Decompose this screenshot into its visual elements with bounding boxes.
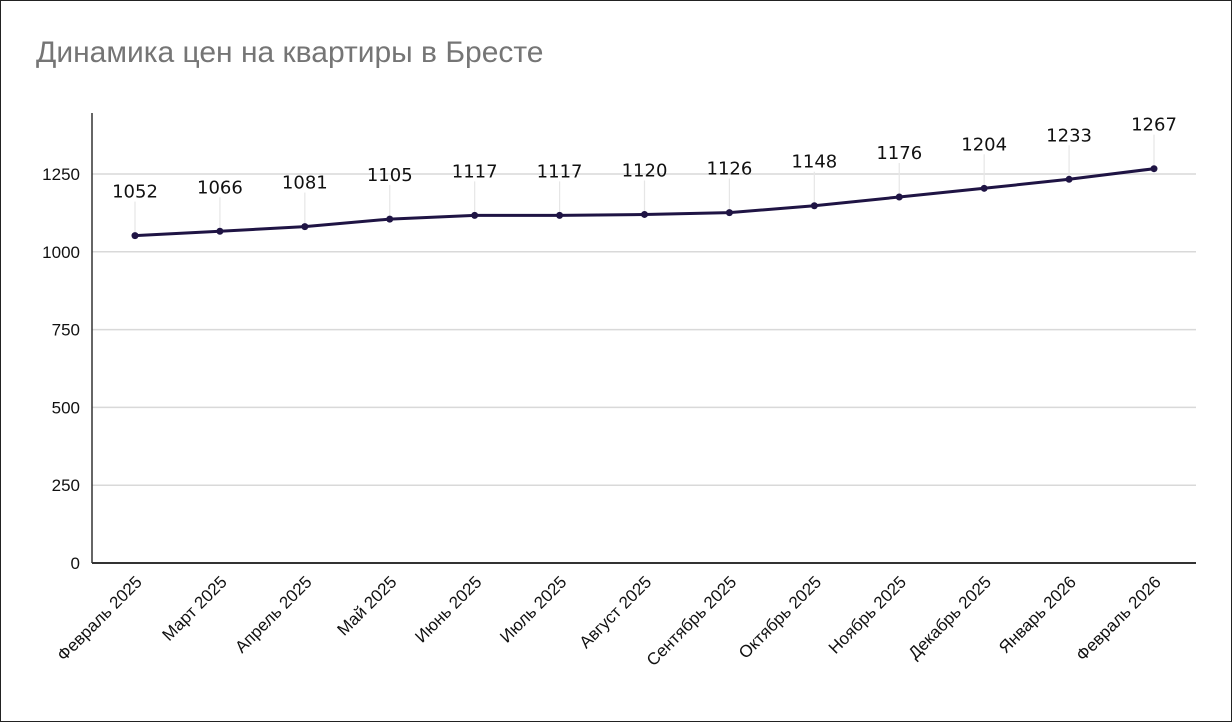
x-tick-label: Июнь 2025 bbox=[411, 572, 485, 646]
x-tick-label: Сентябрь 2025 bbox=[643, 572, 740, 669]
data-label: 1267 bbox=[1131, 115, 1177, 136]
data-label: 1052 bbox=[112, 182, 158, 203]
data-label: 1066 bbox=[197, 177, 243, 198]
data-point[interactable] bbox=[1150, 165, 1158, 173]
x-tick-label: Май 2025 bbox=[334, 572, 401, 639]
y-tick-label: 1000 bbox=[42, 243, 80, 262]
x-tick-label: Январь 2026 bbox=[995, 572, 1080, 657]
data-point[interactable] bbox=[641, 210, 648, 218]
data-label: 1204 bbox=[961, 134, 1007, 155]
x-tick-label: Февраль 2026 bbox=[1072, 572, 1164, 664]
y-tick-label: 750 bbox=[52, 321, 80, 340]
data-label: 1105 bbox=[367, 165, 413, 186]
data-label: 1126 bbox=[707, 159, 753, 180]
chart-title: Динамика цен на квартиры в Бресте bbox=[36, 36, 544, 69]
data-label: 1233 bbox=[1046, 125, 1092, 146]
x-tick-label: Апрель 2025 bbox=[231, 572, 315, 656]
data-point[interactable] bbox=[386, 215, 394, 223]
x-tick-label: Ноябрь 2025 bbox=[825, 572, 910, 657]
data-point[interactable] bbox=[1065, 175, 1073, 183]
x-tick-label: Февраль 2025 bbox=[53, 572, 145, 664]
data-label: 1117 bbox=[537, 161, 583, 182]
data-label: 1176 bbox=[876, 143, 922, 164]
y-tick-label: 250 bbox=[52, 476, 80, 495]
data-point[interactable] bbox=[556, 211, 564, 219]
data-point[interactable] bbox=[980, 184, 988, 192]
data-point[interactable] bbox=[471, 211, 479, 219]
data-point[interactable] bbox=[131, 232, 139, 240]
data-point[interactable] bbox=[725, 209, 733, 217]
data-point[interactable] bbox=[301, 223, 309, 231]
x-tick-label: Март 2025 bbox=[158, 572, 230, 644]
x-tick-label: Декабрь 2025 bbox=[905, 572, 995, 662]
x-tick-label: Октябрь 2025 bbox=[735, 572, 825, 662]
data-point[interactable] bbox=[216, 227, 224, 235]
data-label: 1081 bbox=[282, 173, 328, 194]
x-tick-label: Август 2025 bbox=[576, 572, 656, 652]
y-tick-label: 500 bbox=[52, 398, 80, 417]
y-tick-label: 0 bbox=[71, 554, 80, 573]
data-point[interactable] bbox=[810, 202, 818, 210]
x-tick-label: Июль 2025 bbox=[496, 572, 570, 646]
data-label: 1148 bbox=[791, 152, 837, 173]
data-label: 1120 bbox=[622, 160, 668, 181]
data-label: 1117 bbox=[452, 161, 498, 182]
data-point[interactable] bbox=[895, 193, 903, 201]
y-tick-label: 1250 bbox=[42, 165, 80, 184]
